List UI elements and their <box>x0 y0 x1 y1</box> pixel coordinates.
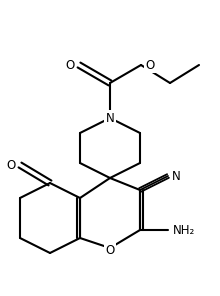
Text: O: O <box>105 244 115 258</box>
Text: O: O <box>145 59 154 72</box>
Text: N: N <box>106 112 114 125</box>
Text: N: N <box>172 170 181 183</box>
Text: O: O <box>7 158 16 171</box>
Text: O: O <box>66 59 75 72</box>
Text: NH₂: NH₂ <box>173 223 195 237</box>
